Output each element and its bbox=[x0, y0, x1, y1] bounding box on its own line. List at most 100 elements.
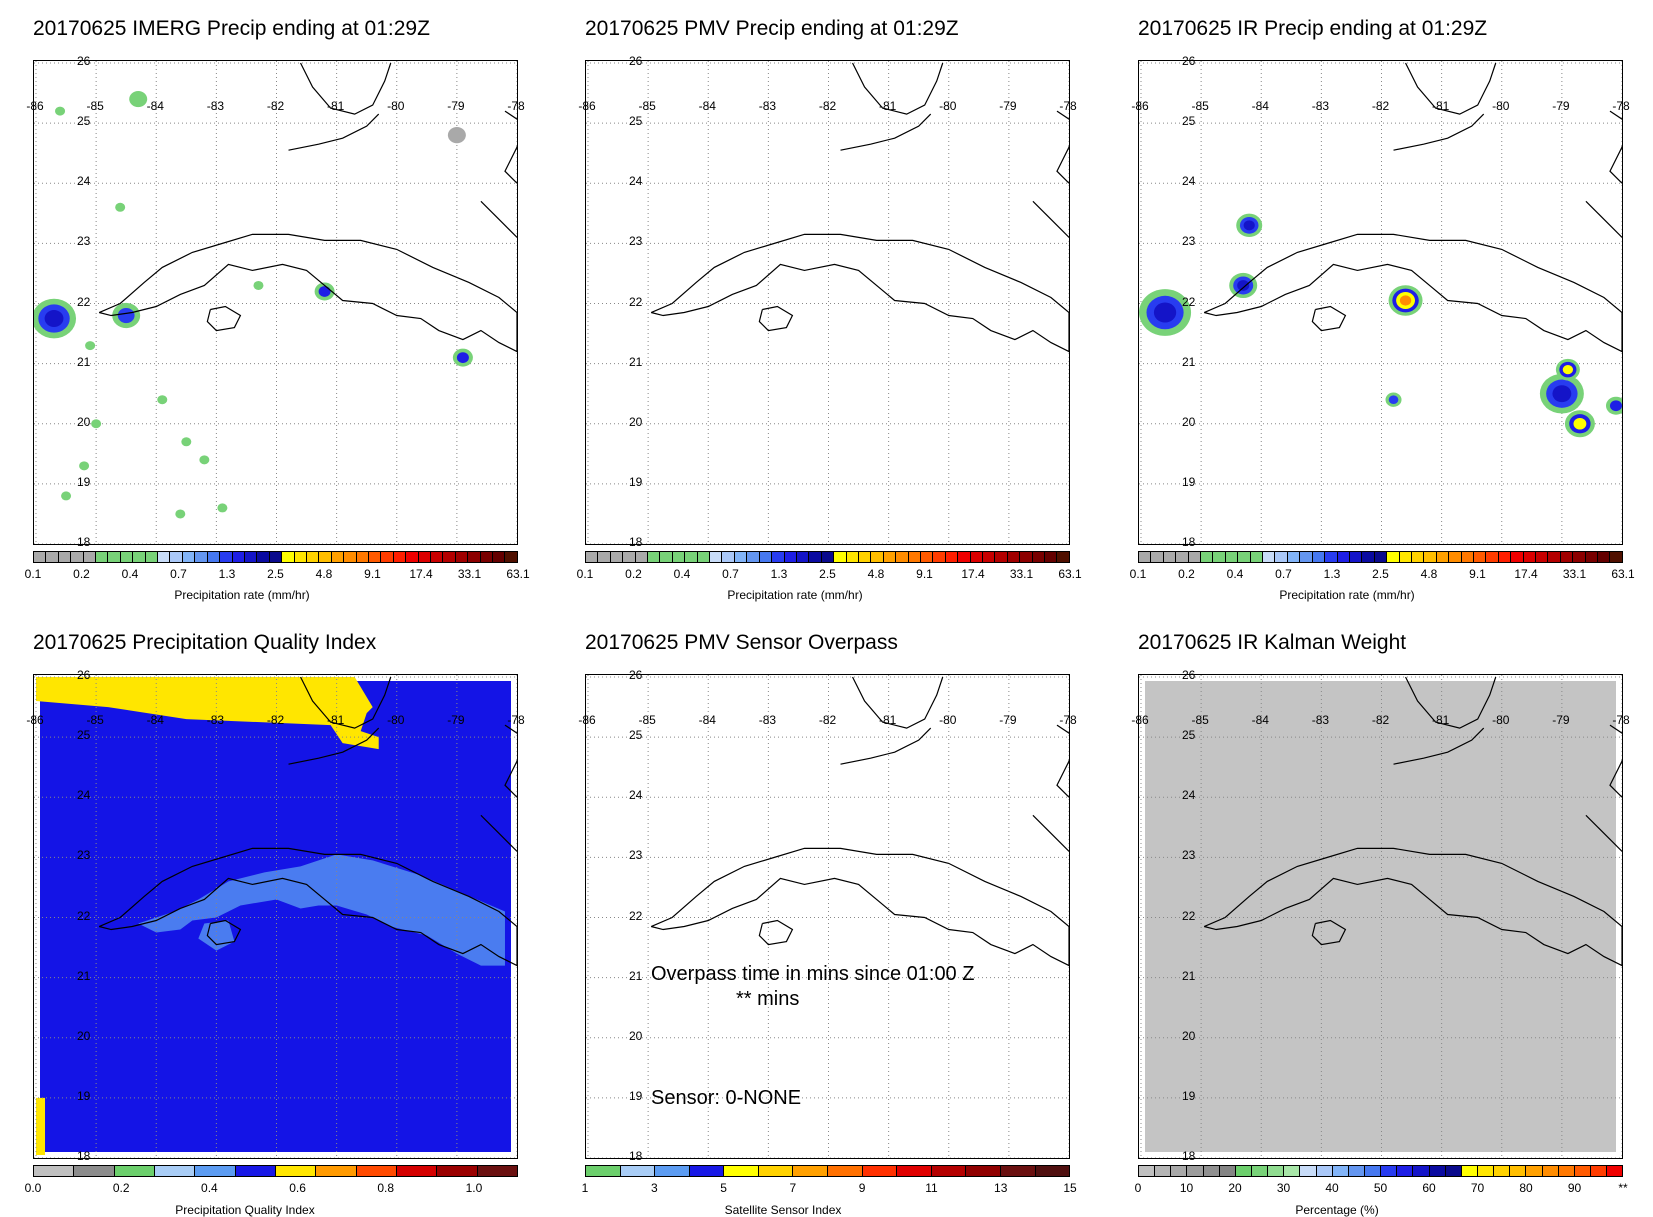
lat-label: 20 bbox=[77, 414, 91, 429]
colorbar-swatch bbox=[689, 1166, 725, 1176]
lon-label: -83 bbox=[1311, 99, 1330, 113]
quality-tick-label: 1.0 bbox=[465, 1181, 483, 1195]
precip-tick-label: 0.4 bbox=[673, 567, 691, 581]
precip-tick-label: 0.1 bbox=[1129, 567, 1147, 581]
quality-light-region bbox=[138, 854, 505, 966]
colorbar-swatch bbox=[182, 552, 196, 562]
lon-label: -85 bbox=[638, 99, 656, 113]
colorbar-swatch bbox=[1300, 1166, 1317, 1176]
colorbar-swatch bbox=[1436, 552, 1450, 562]
precip-tick-label: 0.1 bbox=[576, 567, 594, 581]
coastline bbox=[758, 305, 794, 332]
colorbar-swatch bbox=[958, 552, 971, 562]
colorbar-swatch bbox=[846, 552, 859, 562]
map-kalman bbox=[1138, 674, 1623, 1159]
colorbar-swatch bbox=[1219, 1166, 1236, 1176]
precip-tick-label: 4.8 bbox=[1420, 567, 1438, 581]
colorbar-swatch bbox=[1387, 552, 1400, 562]
lon-label: -82 bbox=[1371, 99, 1390, 113]
kalman-tick-label: 0 bbox=[1134, 1181, 1142, 1195]
lon-label: -86 bbox=[26, 99, 44, 113]
colorbar-swatch bbox=[1429, 1166, 1446, 1176]
colorbar-swatch bbox=[648, 552, 661, 562]
colorbar-swatch bbox=[1263, 552, 1276, 562]
coastline bbox=[1405, 676, 1497, 729]
colorbar-swatch bbox=[1213, 552, 1226, 562]
lon-label: -84 bbox=[1251, 713, 1269, 727]
map-quality bbox=[33, 674, 518, 1159]
kalman-tick-label: 80 bbox=[1519, 1181, 1533, 1195]
colorbar-swatch bbox=[1201, 552, 1214, 562]
lon-label: -83 bbox=[1311, 713, 1330, 727]
colorbar-swatch bbox=[1275, 552, 1288, 562]
colorbar-swatch bbox=[1424, 552, 1437, 562]
lat-label: 23 bbox=[629, 234, 643, 249]
colorbar-swatch bbox=[1155, 1166, 1172, 1176]
coastline bbox=[300, 62, 392, 115]
colorbar-swatch bbox=[1494, 1166, 1511, 1176]
lon-label: -78 bbox=[507, 99, 525, 113]
lat-label: 23 bbox=[629, 848, 643, 863]
sensor-tick-label: 1 bbox=[581, 1181, 589, 1195]
precip-tick-label: 4.8 bbox=[867, 567, 885, 581]
colorbar-label-kalman: Percentage (%) bbox=[1295, 1203, 1379, 1217]
precip-tick-label: 0.4 bbox=[121, 567, 139, 581]
colorbar-swatch bbox=[1574, 1166, 1591, 1176]
colorbar-swatch bbox=[1374, 552, 1388, 562]
precip-speck bbox=[91, 419, 102, 429]
precip-tick-label: 0.2 bbox=[625, 567, 642, 581]
lat-label: 21 bbox=[629, 354, 643, 369]
coastline bbox=[1585, 814, 1622, 852]
precip-tick-label: 33.1 bbox=[1009, 567, 1034, 581]
lat-label: 21 bbox=[1182, 354, 1196, 369]
lat-label: 25 bbox=[629, 114, 643, 129]
colorbar-swatch bbox=[1057, 552, 1069, 562]
colorbar-swatch bbox=[1473, 552, 1487, 562]
lon-label: -82 bbox=[266, 713, 285, 727]
lon-label: -86 bbox=[26, 713, 44, 727]
colorbar-swatch bbox=[83, 552, 97, 562]
lon-label: -81 bbox=[878, 99, 897, 113]
colorbar-swatch bbox=[1510, 1166, 1527, 1176]
coastline bbox=[98, 847, 517, 967]
precip-tick-label: 0.2 bbox=[73, 567, 90, 581]
coastline bbox=[758, 919, 794, 946]
sensor-tick-label: 7 bbox=[789, 1181, 797, 1195]
colorbar-swatch bbox=[635, 552, 649, 562]
lat-label: 23 bbox=[77, 848, 91, 863]
colorbar-swatch bbox=[1171, 1166, 1188, 1176]
panel-title-imerg: 20170625 IMERG Precip ending at 01:29Z bbox=[33, 17, 430, 40]
colorbar-swatch bbox=[505, 552, 517, 562]
colorbar-swatch bbox=[1151, 552, 1164, 562]
colorbar-swatch bbox=[896, 552, 909, 562]
lon-label: -78 bbox=[1612, 99, 1630, 113]
colorbar-swatch bbox=[96, 552, 109, 562]
lon-label: -82 bbox=[818, 99, 837, 113]
coastline bbox=[1203, 847, 1622, 967]
colorbar-swatch bbox=[34, 552, 47, 562]
lat-label: 22 bbox=[1182, 908, 1196, 923]
colorbar-swatch bbox=[1287, 552, 1301, 562]
precip-tick-label: 0.7 bbox=[170, 567, 187, 581]
quality-tick-label: 0.6 bbox=[289, 1181, 306, 1195]
precip-cell bbox=[1609, 400, 1622, 412]
kalman-tick-label: 50 bbox=[1373, 1181, 1388, 1195]
colorbar-swatch bbox=[758, 1166, 794, 1176]
colorbar-swatch bbox=[1397, 1166, 1414, 1176]
lon-label: -81 bbox=[326, 99, 345, 113]
colorbar-swatch bbox=[480, 552, 494, 562]
colorbar-swatch bbox=[724, 1166, 759, 1176]
precip-cell bbox=[1388, 395, 1399, 405]
colorbar-swatch bbox=[406, 552, 419, 562]
colorbar-swatch bbox=[1000, 1166, 1036, 1176]
lat-label: 18 bbox=[629, 1149, 643, 1163]
colorbar-swatch bbox=[1032, 552, 1046, 562]
colorbar-swatch bbox=[858, 552, 872, 562]
precip-cell bbox=[1573, 417, 1587, 430]
kalman-tick-label: 30 bbox=[1276, 1181, 1291, 1195]
colorbar-swatch bbox=[883, 552, 897, 562]
colorbar-swatch bbox=[1411, 552, 1425, 562]
lat-label: 25 bbox=[77, 114, 91, 129]
colorbar-swatch bbox=[734, 552, 748, 562]
colorbar-swatch bbox=[1511, 552, 1524, 562]
